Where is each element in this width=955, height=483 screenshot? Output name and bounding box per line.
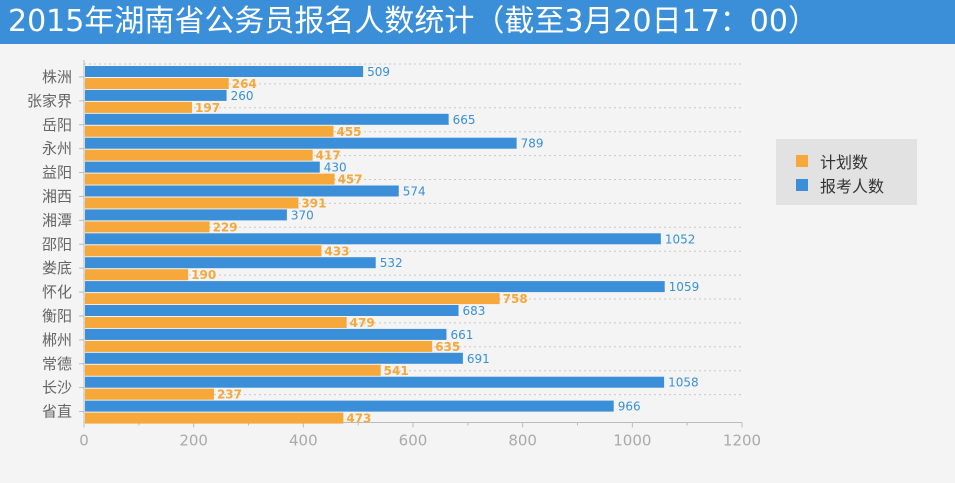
bar-applicants xyxy=(85,305,459,316)
data-label-applicants: 789 xyxy=(521,137,544,151)
category-label: 株洲 xyxy=(42,68,72,86)
bar-plan xyxy=(85,269,189,281)
data-label-plan: 229 xyxy=(213,220,238,234)
bar-applicants xyxy=(85,352,463,364)
category-label: 郴州 xyxy=(42,331,72,349)
category-label: 张家界 xyxy=(27,92,72,110)
legend-item-applicants: 报考人数 xyxy=(796,174,884,196)
legend-item-plan: 计划数 xyxy=(796,150,868,172)
category-label: 湘西 xyxy=(42,187,72,205)
x-tick-label: 1200 xyxy=(723,432,761,450)
legend: 计划数 报考人数 xyxy=(776,139,917,205)
legend-label-plan: 计划数 xyxy=(820,153,869,172)
x-tick-label: 1000 xyxy=(613,432,651,450)
data-label-applicants: 661 xyxy=(450,328,473,342)
data-label-applicants: 665 xyxy=(453,113,476,127)
bar-plan xyxy=(85,364,381,376)
data-label-plan: 264 xyxy=(232,77,257,91)
category-label: 衡阳 xyxy=(42,307,72,325)
bar-applicants xyxy=(85,376,665,388)
data-label-applicants: 683 xyxy=(463,304,486,318)
bar-applicants xyxy=(85,209,287,221)
bar-plan xyxy=(85,125,334,137)
bar-applicants xyxy=(85,113,449,125)
bar-plan xyxy=(85,78,229,89)
category-label: 怀化 xyxy=(42,283,72,301)
category-label: 省直 xyxy=(42,403,72,421)
data-label-applicants: 574 xyxy=(403,185,426,199)
x-tick-label: 600 xyxy=(399,432,428,450)
title-bar: 2015年湖南省公务员报名人数统计（截至3月20日17：00） xyxy=(0,0,955,44)
bar-applicants xyxy=(85,400,614,412)
x-tick-label: 400 xyxy=(289,432,318,450)
data-label-plan: 190 xyxy=(191,268,216,282)
data-label-applicants: 509 xyxy=(367,65,390,79)
data-label-plan: 417 xyxy=(316,149,341,163)
x-tick-label: 800 xyxy=(508,432,537,450)
bar-plan xyxy=(85,293,500,305)
bar-applicants xyxy=(85,257,376,269)
data-label-plan: 635 xyxy=(435,340,460,354)
data-label-plan: 455 xyxy=(336,125,361,139)
data-label-plan: 541 xyxy=(384,364,409,378)
data-label-plan: 457 xyxy=(338,173,363,187)
data-label-applicants: 1059 xyxy=(669,280,700,294)
bar-applicants xyxy=(85,137,517,149)
bar-plan xyxy=(85,101,193,113)
data-label-applicants: 430 xyxy=(324,161,347,175)
bar-applicants xyxy=(85,66,364,77)
data-label-applicants: 260 xyxy=(231,89,254,103)
category-label: 岳阳 xyxy=(42,116,72,134)
bar-plan xyxy=(85,197,299,209)
data-label-plan: 197 xyxy=(195,101,220,115)
data-label-plan: 433 xyxy=(324,244,349,258)
data-label-applicants: 370 xyxy=(291,208,314,222)
data-label-plan: 391 xyxy=(301,197,326,211)
category-label: 娄底 xyxy=(42,259,72,277)
bar-applicants xyxy=(85,89,227,101)
data-label-applicants: 691 xyxy=(467,352,490,366)
bar-applicants xyxy=(85,281,665,293)
bar-applicants xyxy=(85,185,399,197)
legend-swatch-plan xyxy=(796,155,808,167)
chart-title: 2015年湖南省公务员报名人数统计（截至3月20日17：00） xyxy=(8,4,818,39)
data-label-applicants: 1058 xyxy=(668,376,699,390)
category-label: 长沙 xyxy=(42,379,72,397)
bar-applicants xyxy=(85,161,320,173)
data-label-plan: 479 xyxy=(350,316,375,330)
bar-plan xyxy=(85,173,335,185)
x-tick-label: 200 xyxy=(179,432,208,450)
category-label: 永州 xyxy=(42,140,72,158)
bar-plan xyxy=(85,317,347,328)
category-label: 益阳 xyxy=(42,164,72,182)
bar-applicants xyxy=(85,233,661,245)
bar-plan xyxy=(85,340,433,352)
bar-plan xyxy=(85,245,322,257)
data-label-plan: 473 xyxy=(346,412,371,426)
bar-plan xyxy=(85,221,210,233)
bar-applicants xyxy=(85,328,447,340)
legend-swatch-applicants xyxy=(796,179,808,191)
category-label: 湘潭 xyxy=(42,211,72,229)
bar-plan xyxy=(85,149,313,161)
x-tick-label: 0 xyxy=(79,432,89,450)
category-label: 邵阳 xyxy=(42,235,72,253)
data-label-applicants: 532 xyxy=(380,256,403,270)
bar-plan xyxy=(85,412,344,424)
data-label-applicants: 1052 xyxy=(665,232,696,246)
data-label-applicants: 966 xyxy=(618,400,641,414)
category-label: 常德 xyxy=(42,355,72,373)
bar-plan xyxy=(85,388,214,400)
legend-label-applicants: 报考人数 xyxy=(820,177,885,196)
data-label-plan: 237 xyxy=(217,388,242,402)
data-label-plan: 758 xyxy=(503,292,528,306)
